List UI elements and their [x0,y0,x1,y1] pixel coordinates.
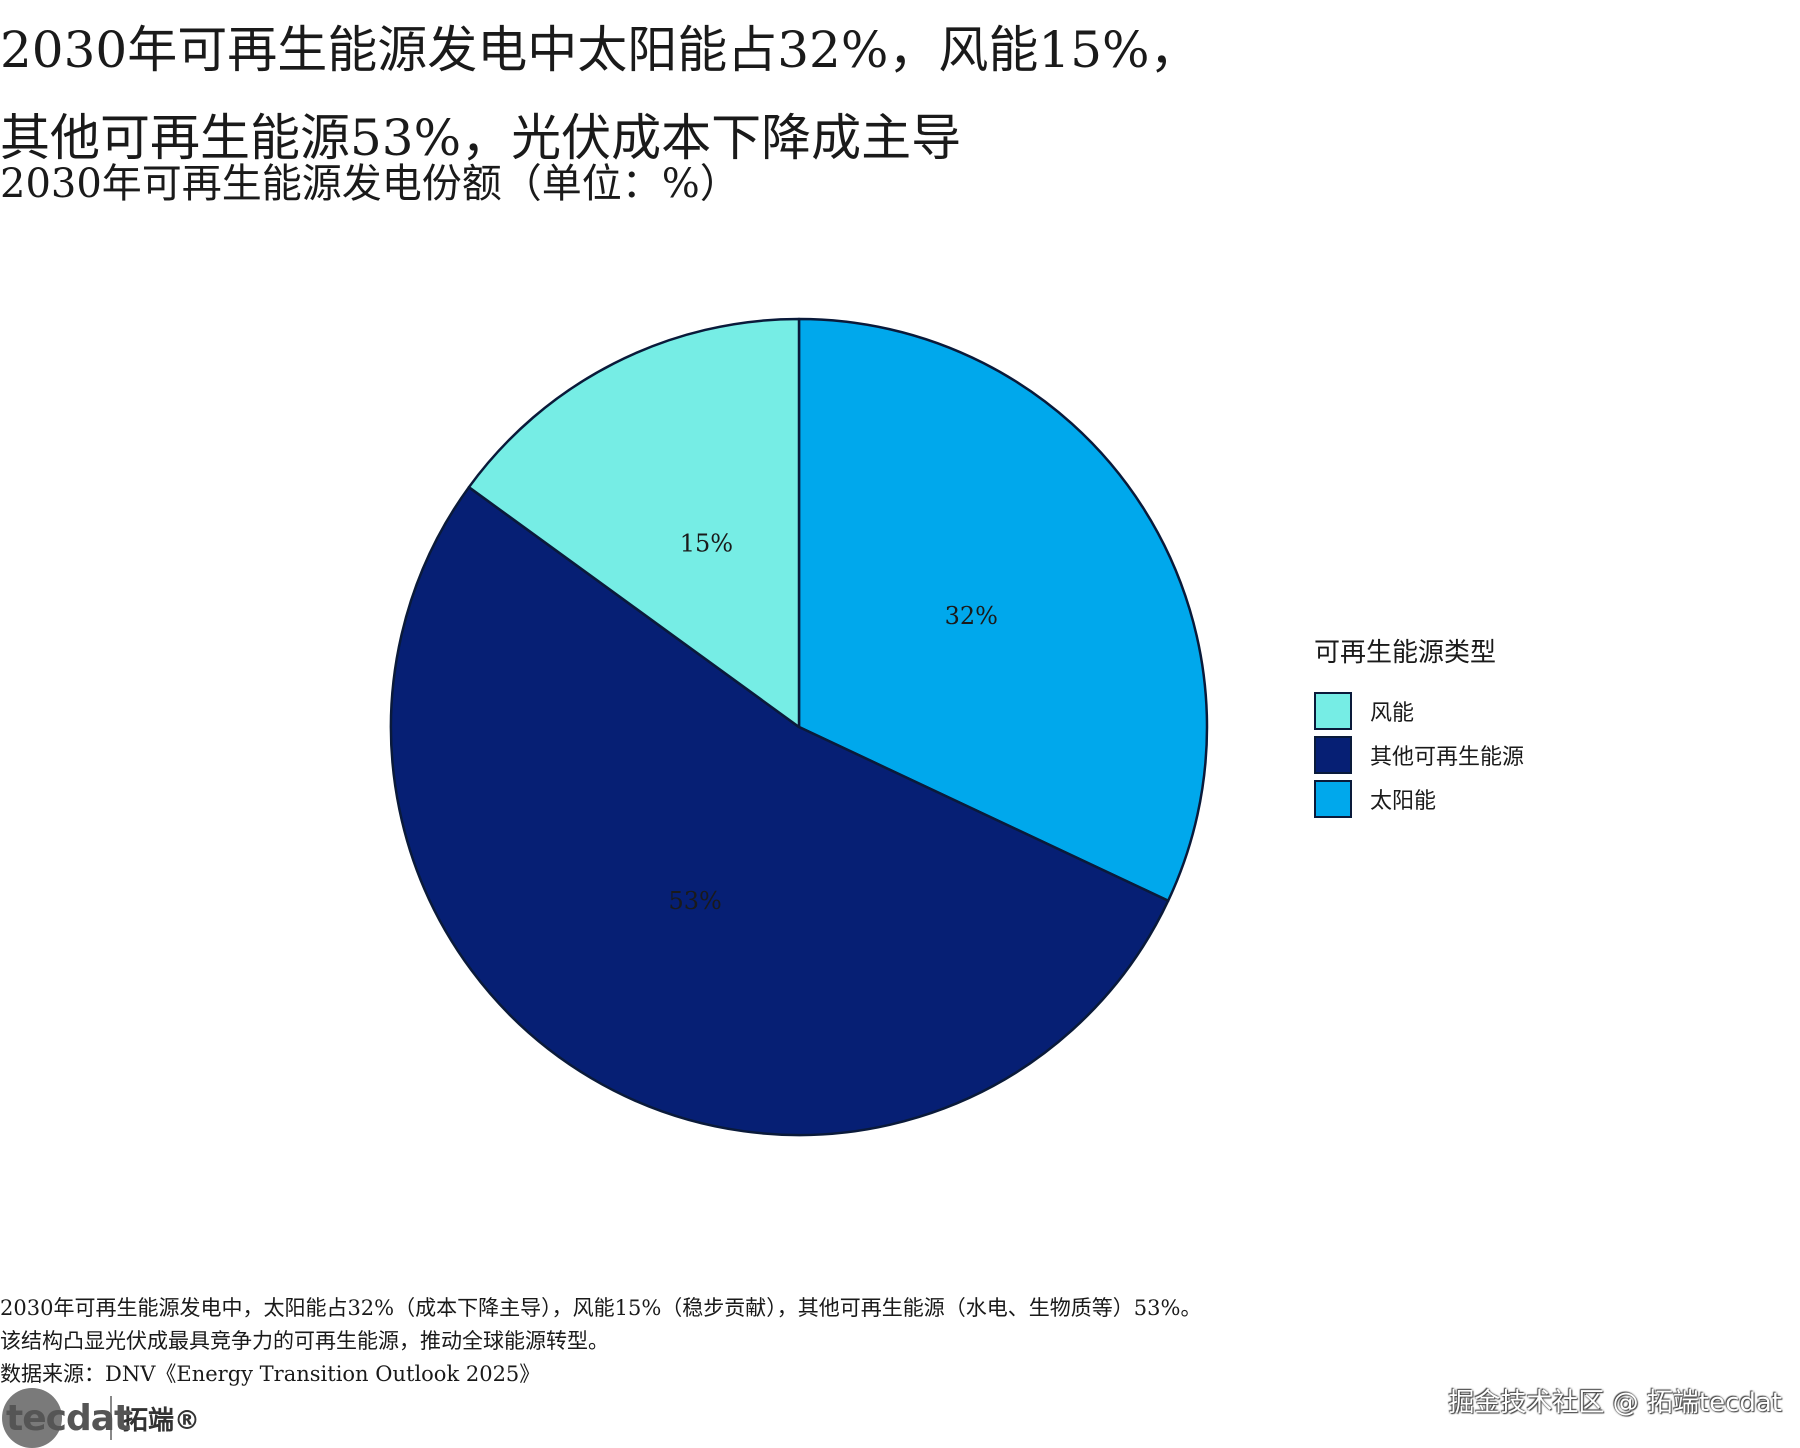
legend-item-other-renewables: 其他可再生能源 [1314,733,1524,777]
legend-label-wind: 风能 [1370,701,1415,726]
pie-label-wind: 15% [680,530,733,558]
pie-label-solar: 32% [945,602,998,630]
caption-line-1: 2030年可再生能源发电中，太阳能占32%（成本下降主导），风能15%（稳步贡献… [0,1296,1202,1320]
chart-caption: 2030年可再生能源发电中，太阳能占32%（成本下降主导），风能15%（稳步贡献… [0,1292,1201,1391]
logo-wordmark: tecdat [6,1398,131,1439]
legend-item-solar: 太阳能 [1314,777,1524,821]
chart-subtitle: 2030年可再生能源发电份额（单位：%） [0,161,740,207]
tecdat-logo: tecdat 拓端® [2,1388,200,1448]
pie-slice-other-renewables [389,485,1170,1137]
watermark: 掘金技术社区 @ 拓端tecdat [1448,1388,1782,1418]
legend-swatch-solar [1314,780,1352,818]
legend-label-solar: 太阳能 [1370,789,1437,814]
pie-slice-solar [797,317,1209,902]
caption-source: 数据来源：DNV《Energy Transition Outlook 2025》 [0,1362,541,1386]
caption-line-2: 该结构凸显光伏成最具竞争力的可再生能源，推动全球能源转型。 [0,1329,609,1353]
logo-divider [110,1396,112,1440]
pie-label-other-renewables: 53% [668,887,721,915]
legend-swatch-wind [1314,692,1352,730]
chart-title-line-2: 其他可再生能源53%，光伏成本下降成主导 [0,109,962,167]
chart-title-line-1: 2030年可再生能源发电中太阳能占32%，风能15%， [0,21,1200,79]
chart-legend: 可再生能源类型 风能 其他可再生能源 太阳能 [1314,632,1524,821]
legend-item-wind: 风能 [1314,689,1524,733]
pie-chart: 32% 53% 15% [389,317,1209,1137]
legend-swatch-other-renewables [1314,736,1352,774]
pie-slice-wind [467,317,801,729]
logo-badge: tecdat [2,1388,131,1448]
chart-title: 2030年可再生能源发电中太阳能占32%，风能15%， 其他可再生能源53%，光… [0,6,1200,182]
legend-title: 可再生能源类型 [1314,638,1497,668]
logo-brand: 拓端® [122,1405,201,1436]
legend-label-other-renewables: 其他可再生能源 [1370,745,1525,770]
